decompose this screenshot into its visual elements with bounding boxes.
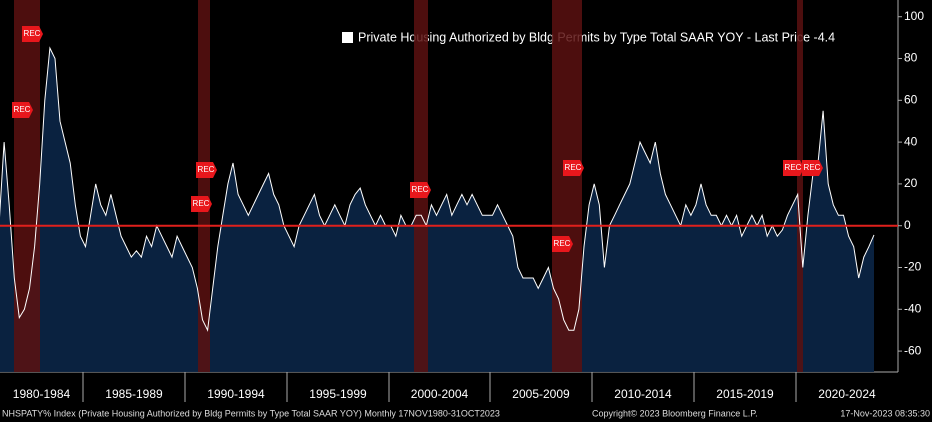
legend-text: Private Housing Authorized by Bldg Permi… (358, 30, 835, 44)
footer-right: 17-Nov-2023 08:35:30 (840, 408, 930, 418)
x-tick-label: 1985-1989 (105, 387, 163, 401)
line (0, 46, 875, 332)
recession-band (552, 0, 582, 372)
rec-marker (410, 182, 431, 198)
x-tick-label: 1980-1984 (13, 387, 71, 401)
rec-marker (783, 160, 804, 176)
x-tick-label: 1990-1994 (207, 387, 265, 401)
rec-marker (191, 196, 212, 212)
x-tick-label: 2015-2019 (716, 387, 774, 401)
y-tick-label: 100 (904, 9, 924, 23)
rec-label: REC (804, 163, 821, 172)
rec-marker (563, 160, 584, 176)
recession-bands (14, 0, 803, 372)
rec-label: REC (565, 163, 582, 172)
rec-label: REC (24, 29, 41, 38)
x-tick-label: 2005-2009 (512, 387, 570, 401)
y-tick-label: 40 (904, 134, 918, 148)
x-tick-label: 2010-2014 (614, 387, 672, 401)
rec-marker (12, 102, 33, 118)
rec-label: REC (193, 199, 210, 208)
area (0, 48, 874, 372)
x-tick-label: 1995-1999 (309, 387, 367, 401)
rec-label: REC (14, 105, 31, 114)
x-tick-label: 2000-2004 (411, 387, 469, 401)
rec-marker (552, 236, 573, 252)
rec-label: REC (198, 165, 215, 174)
y-tick-label: -20 (904, 260, 922, 274)
y-tick-label: 60 (904, 92, 918, 106)
y-tick-label: -60 (904, 343, 922, 357)
rec-marker (22, 26, 43, 42)
footer-center: Copyright© 2023 Bloomberg Finance L.P. (592, 408, 758, 418)
recession-band (198, 0, 210, 372)
x-tick-label: 2020-2024 (818, 387, 876, 401)
recession-band (14, 0, 40, 372)
y-tick-label: 20 (904, 176, 918, 190)
legend-swatch (342, 32, 353, 43)
rec-label: REC (554, 239, 571, 248)
y-tick-label: 80 (904, 51, 918, 65)
rec-marker (196, 162, 217, 178)
rec-label: REC (412, 185, 429, 194)
recession-band (797, 0, 803, 372)
y-tick-label: 0 (904, 218, 911, 232)
rec-label: REC (785, 163, 802, 172)
rec-marker (802, 160, 823, 176)
footer-left: NHSPATY% Index (Private Housing Authoriz… (2, 408, 500, 418)
y-tick-label: -40 (904, 301, 922, 315)
